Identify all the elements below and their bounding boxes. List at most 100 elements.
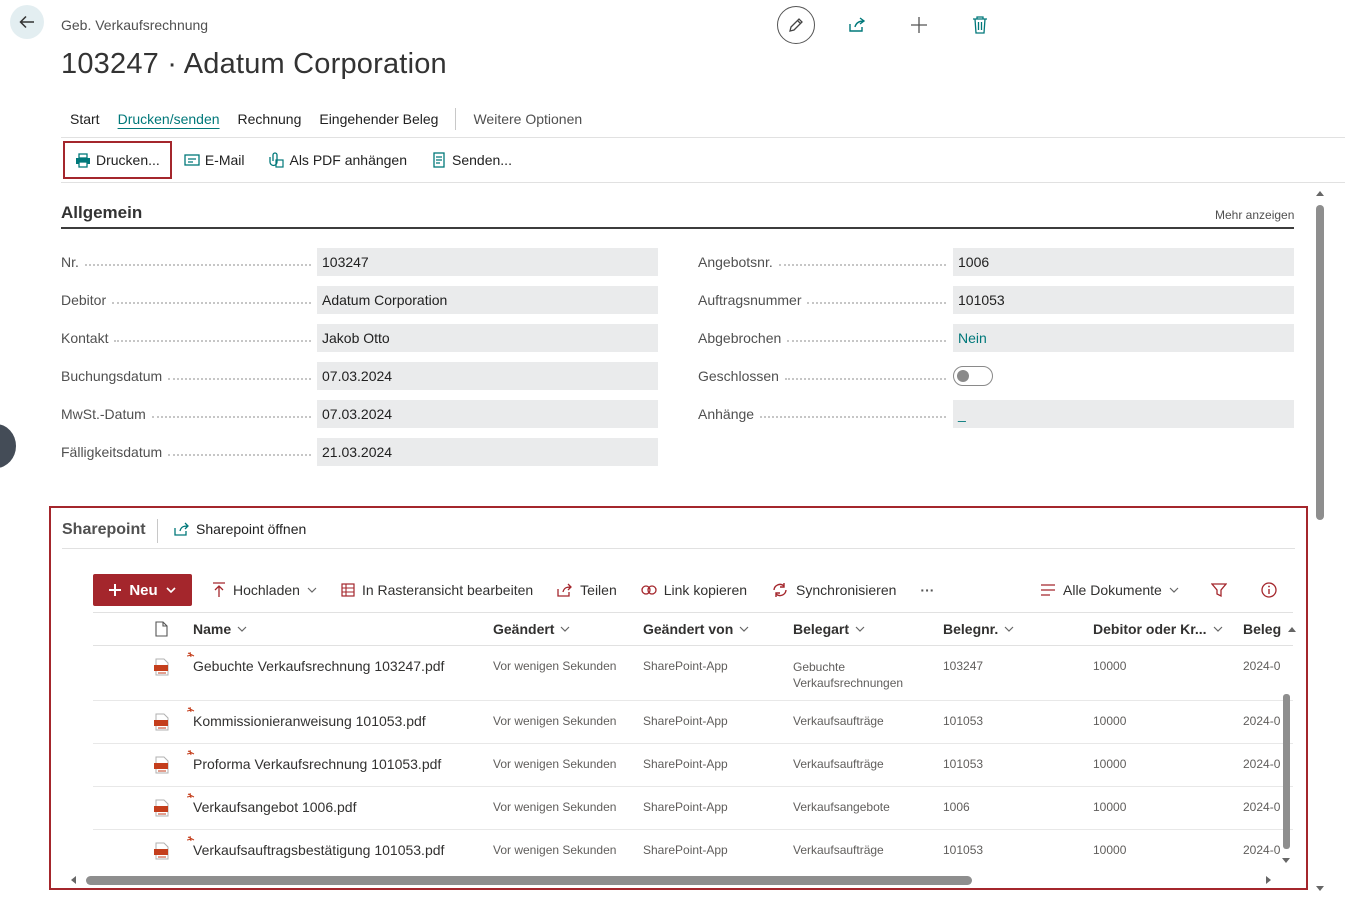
section-title-general: Allgemein — [61, 203, 143, 222]
printer-icon — [76, 152, 90, 168]
section-underline — [61, 227, 1294, 229]
delete-button[interactable] — [968, 13, 992, 37]
cell-doc-no: 101053 — [943, 757, 984, 771]
sync-button[interactable]: Synchronisieren — [759, 574, 908, 606]
view-label: Alle Dokumente — [1063, 582, 1162, 598]
page-title: 103247 · Adatum Corporation — [61, 48, 447, 80]
edit-button[interactable] — [777, 6, 815, 44]
field-value-contact[interactable]: Jakob Otto — [317, 324, 658, 352]
share-file-button[interactable]: Teilen — [545, 574, 629, 606]
grid-edit-button[interactable]: In Rasteransicht bearbeiten — [329, 574, 545, 606]
grid-horizontal-scrollbar-thumb[interactable] — [86, 876, 972, 885]
table-row[interactable]: Verkaufsauftragsbestätigung 101053.pdf V… — [93, 830, 1293, 873]
cell-doc-type: Gebuchte Verkaufsrechnungen — [793, 660, 904, 690]
tab-print-send[interactable]: Drucken/senden — [117, 111, 220, 127]
info-button[interactable] — [1249, 574, 1289, 606]
upload-button[interactable]: Hochladen — [200, 574, 329, 606]
scroll-up-icon — [1316, 191, 1324, 196]
cell-modified-by: SharePoint-App — [643, 714, 728, 728]
field-value-attachments[interactable]: _ — [953, 400, 1294, 428]
tab-invoice[interactable]: Rechnung — [237, 111, 302, 127]
column-header-date[interactable]: Beleg — [1243, 621, 1297, 637]
page-scrollbar[interactable] — [1313, 188, 1327, 894]
copy-link-button[interactable]: Link kopieren — [629, 574, 759, 606]
pdf-file-icon — [154, 756, 169, 774]
new-button[interactable]: Neu — [93, 574, 192, 606]
table-row[interactable]: Verkaufsangebot 1006.pdf Vor wenigen Sek… — [93, 787, 1293, 830]
grid-vertical-scrollbar-thumb[interactable] — [1283, 694, 1290, 849]
chevron-down-icon — [855, 626, 865, 632]
column-header-doc-no[interactable]: Belegnr. — [943, 621, 1014, 637]
chevron-down-icon — [1169, 587, 1179, 593]
field-label-due-date: Fälligkeitsdatum — [61, 438, 311, 466]
file-name-link[interactable]: Verkaufsauftragsbestätigung 101053.pdf — [193, 842, 445, 858]
field-label-vat-date: MwSt.-Datum — [61, 400, 311, 428]
view-selector[interactable]: Alle Dokumente — [1028, 574, 1191, 606]
sharepoint-divider — [157, 519, 158, 543]
file-name-link[interactable]: Gebuchte Verkaufsrechnung 103247.pdf — [193, 658, 445, 674]
field-value-customer[interactable]: Adatum Corporation — [317, 286, 658, 314]
file-name-link[interactable]: Verkaufsangebot 1006.pdf — [193, 799, 357, 815]
print-button[interactable]: Drucken... — [63, 141, 172, 179]
column-header-name[interactable]: Name — [193, 621, 247, 637]
scroll-right-icon[interactable] — [1265, 875, 1273, 885]
scroll-down-icon[interactable] — [1281, 857, 1291, 865]
closed-toggle[interactable] — [953, 366, 993, 386]
filter-button[interactable] — [1199, 574, 1239, 606]
cell-modified-by: SharePoint-App — [643, 843, 728, 857]
pdf-file-icon — [154, 842, 169, 860]
column-header-modified-by[interactable]: Geändert von — [643, 621, 749, 637]
tab-incoming-document[interactable]: Eingehender Beleg — [319, 111, 439, 127]
field-label-closed: Geschlossen — [698, 362, 946, 390]
field-value-vat-date[interactable]: 07.03.2024 — [317, 400, 658, 428]
upload-icon — [213, 582, 225, 597]
add-button[interactable] — [907, 13, 931, 37]
field-label-cancelled: Abgebrochen — [698, 324, 946, 352]
column-header-modified[interactable]: Geändert — [493, 621, 570, 637]
cell-modified-by: SharePoint-App — [643, 659, 728, 673]
share-button[interactable] — [845, 13, 869, 37]
email-button[interactable]: E-Mail — [172, 141, 257, 179]
more-commands-button[interactable]: ··· — [920, 582, 935, 598]
new-label: Neu — [129, 581, 158, 599]
cell-customer: 10000 — [1093, 714, 1127, 728]
cell-doc-type: Verkaufsangebote — [793, 800, 890, 814]
table-row[interactable]: Proforma Verkaufsrechnung 101053.pdf Vor… — [93, 744, 1293, 787]
scroll-left-icon[interactable] — [69, 875, 77, 885]
table-row[interactable]: Gebuchte Verkaufsrechnung 103247.pdf Vor… — [93, 646, 1293, 701]
column-header-customer[interactable]: Debitor oder Kr... — [1093, 621, 1223, 637]
back-button[interactable] — [10, 5, 44, 39]
info-icon — [1261, 582, 1277, 598]
page-scrollbar-thumb[interactable] — [1316, 205, 1324, 520]
tab-start[interactable]: Start — [70, 111, 100, 127]
show-more-link[interactable]: Mehr anzeigen — [1215, 208, 1295, 222]
field-value-posting-date[interactable]: 07.03.2024 — [317, 362, 658, 390]
file-type-icon[interactable] — [155, 621, 168, 637]
field-label-posting-date: Buchungsdatum — [61, 362, 311, 390]
field-value-due-date[interactable]: 21.03.2024 — [317, 438, 658, 466]
file-name-link[interactable]: Kommissionieranweisung 101053.pdf — [193, 713, 426, 729]
cell-customer: 10000 — [1093, 757, 1127, 771]
field-value-order-no[interactable]: 101053 — [953, 286, 1294, 314]
table-row[interactable]: Kommissionieranweisung 101053.pdf Vor we… — [93, 701, 1293, 744]
attach-pdf-label: Als PDF anhängen — [289, 152, 408, 168]
file-name-link[interactable]: Proforma Verkaufsrechnung 101053.pdf — [193, 756, 442, 772]
cell-modified: Vor wenigen Sekunden — [493, 843, 617, 857]
field-value-quote-no[interactable]: 1006 — [953, 248, 1294, 276]
side-panel-handle[interactable] — [0, 424, 16, 468]
tab-bar: Start Drucken/senden Rechnung Eingehende… — [61, 108, 591, 130]
cell-doc-no: 101053 — [943, 843, 984, 857]
field-value-no[interactable]: 103247 — [317, 248, 658, 276]
send-button[interactable]: Senden... — [419, 141, 524, 179]
action-bar: Drucken... E-Mail Als PDF anhängen Sende… — [63, 141, 524, 179]
field-value-cancelled[interactable]: Nein — [953, 324, 1294, 352]
cell-date: 2024-0 — [1243, 843, 1281, 857]
attach-pdf-button[interactable]: Als PDF anhängen — [256, 141, 419, 179]
new-item-icon — [187, 836, 195, 842]
open-sharepoint-button[interactable]: Sharepoint öffnen — [174, 521, 306, 537]
cell-modified-by: SharePoint-App — [643, 800, 728, 814]
column-header-doc-type[interactable]: Belegart — [793, 621, 865, 637]
chevron-down-icon — [307, 587, 317, 593]
tab-divider — [455, 108, 457, 130]
tab-more-options[interactable]: Weitere Optionen — [473, 111, 583, 127]
